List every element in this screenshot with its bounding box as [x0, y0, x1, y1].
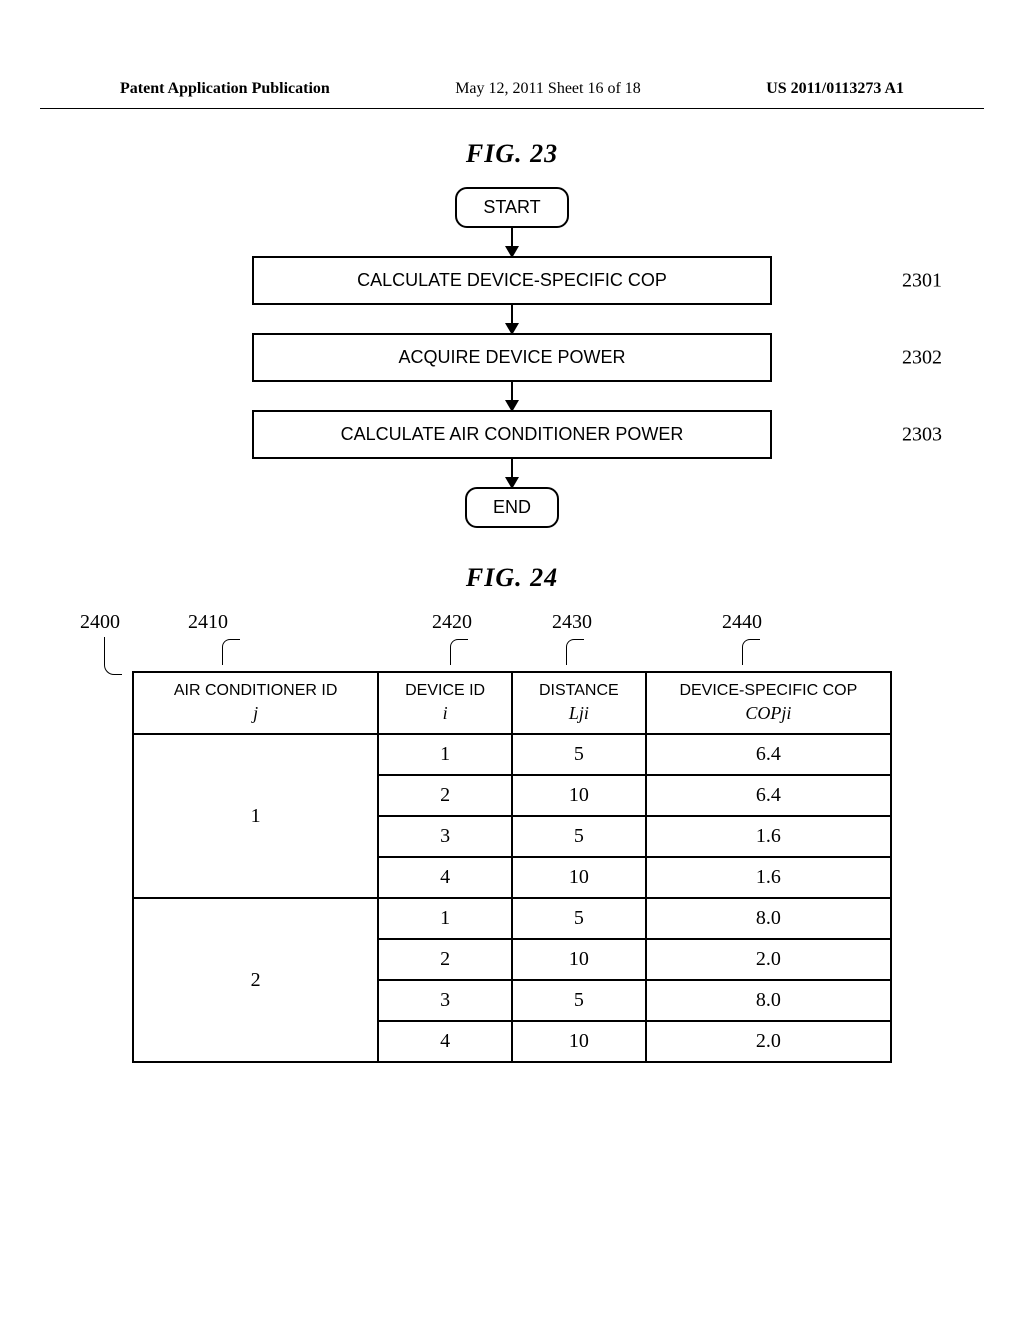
col-header-sub: Lji [519, 702, 639, 725]
col-ref-hook-icon [742, 639, 760, 665]
cell-distance: 5 [512, 734, 646, 775]
col-ref-hook-icon [566, 639, 584, 665]
figure-24-title: FIG. 24 [40, 563, 984, 593]
flow-step-2302: ACQUIRE DEVICE POWER [252, 333, 772, 382]
table-ref-2400: 2400 [80, 611, 120, 634]
col-header-distance: DISTANCE Lji [512, 672, 646, 734]
cell-cop: 8.0 [646, 898, 891, 939]
figure-24-table-wrap: 2400 2410 2420 2430 2440 AIR CONDITIO [132, 611, 892, 1063]
cell-cop: 2.0 [646, 939, 891, 980]
header-publication: Patent Application Publication [120, 80, 330, 98]
cell-cop: 1.6 [646, 857, 891, 898]
cell-device-id: 3 [378, 816, 512, 857]
cell-device-id: 1 [378, 734, 512, 775]
flow-step-2303: CALCULATE AIR CONDITIONER POWER [252, 410, 772, 459]
col-ref-2410: 2410 [188, 611, 228, 634]
flow-arrow-icon [511, 382, 513, 410]
col-ref-2420: 2420 [432, 611, 472, 634]
flow-step-2302-ref: 2302 [902, 346, 942, 369]
cell-ac-id: 1 [133, 734, 378, 898]
col-header-cop: DEVICE-SPECIFIC COP COPji [646, 672, 891, 734]
cell-device-id: 1 [378, 898, 512, 939]
table-ref-2400-hook-icon [104, 637, 122, 675]
cell-distance: 5 [512, 816, 646, 857]
cell-cop: 2.0 [646, 1021, 891, 1062]
cell-cop: 8.0 [646, 980, 891, 1021]
cell-device-id: 2 [378, 939, 512, 980]
column-refs-row: 2410 2420 2430 2440 [132, 611, 892, 671]
cell-device-id: 4 [378, 1021, 512, 1062]
col-header-device-id: DEVICE ID i [378, 672, 512, 734]
col-ref-hook-icon [450, 639, 468, 665]
flow-arrow-icon [511, 459, 513, 487]
col-header-sub: i [385, 702, 505, 725]
flow-start-terminal: START [455, 187, 568, 228]
cell-cop: 6.4 [646, 775, 891, 816]
cell-distance: 5 [512, 898, 646, 939]
cell-device-id: 4 [378, 857, 512, 898]
page: Patent Application Publication May 12, 2… [0, 0, 1024, 1103]
cell-device-id: 2 [378, 775, 512, 816]
col-ref-2430: 2430 [552, 611, 592, 634]
flow-step-2301: CALCULATE DEVICE-SPECIFIC COP [252, 256, 772, 305]
flow-step-2302-wrap: ACQUIRE DEVICE POWER 2302 [172, 333, 852, 382]
flow-step-2303-wrap: CALCULATE AIR CONDITIONER POWER 2303 [172, 410, 852, 459]
figure-23-flowchart: START CALCULATE DEVICE-SPECIFIC COP 2301… [172, 187, 852, 528]
cell-cop: 6.4 [646, 734, 891, 775]
col-header-label: DEVICE-SPECIFIC COP [679, 682, 857, 699]
col-header-ac-id: AIR CONDITIONER ID j [133, 672, 378, 734]
col-header-label: AIR CONDITIONER ID [174, 682, 338, 699]
flow-end-terminal: END [465, 487, 559, 528]
col-ref-2440: 2440 [722, 611, 762, 634]
col-header-sub: j [140, 702, 371, 725]
cell-ac-id: 2 [133, 898, 378, 1062]
table-header-row: AIR CONDITIONER ID j DEVICE ID i DISTANC… [133, 672, 891, 734]
table-row: 2 1 5 8.0 [133, 898, 891, 939]
cell-distance: 5 [512, 980, 646, 1021]
col-header-sub: COPji [653, 702, 884, 725]
col-ref-hook-icon [222, 639, 240, 665]
figure-23-title: FIG. 23 [40, 139, 984, 169]
cell-distance: 10 [512, 939, 646, 980]
flow-step-2301-wrap: CALCULATE DEVICE-SPECIFIC COP 2301 [172, 256, 852, 305]
flow-step-2303-ref: 2303 [902, 423, 942, 446]
flow-arrow-icon [511, 305, 513, 333]
table-body: 1 1 5 6.4 2 10 6.4 3 5 1.6 4 10 [133, 734, 891, 1062]
table-row: 1 1 5 6.4 [133, 734, 891, 775]
cell-cop: 1.6 [646, 816, 891, 857]
cell-device-id: 3 [378, 980, 512, 1021]
flow-step-2301-ref: 2301 [902, 269, 942, 292]
flow-arrow-icon [511, 228, 513, 256]
page-header: Patent Application Publication May 12, 2… [40, 80, 984, 109]
header-patent-no: US 2011/0113273 A1 [766, 80, 904, 98]
header-sheet: May 12, 2011 Sheet 16 of 18 [455, 80, 641, 98]
cell-distance: 10 [512, 857, 646, 898]
figure-24-table: AIR CONDITIONER ID j DEVICE ID i DISTANC… [132, 671, 892, 1063]
cell-distance: 10 [512, 775, 646, 816]
cell-distance: 10 [512, 1021, 646, 1062]
col-header-label: DEVICE ID [405, 682, 485, 699]
col-header-label: DISTANCE [539, 682, 619, 699]
